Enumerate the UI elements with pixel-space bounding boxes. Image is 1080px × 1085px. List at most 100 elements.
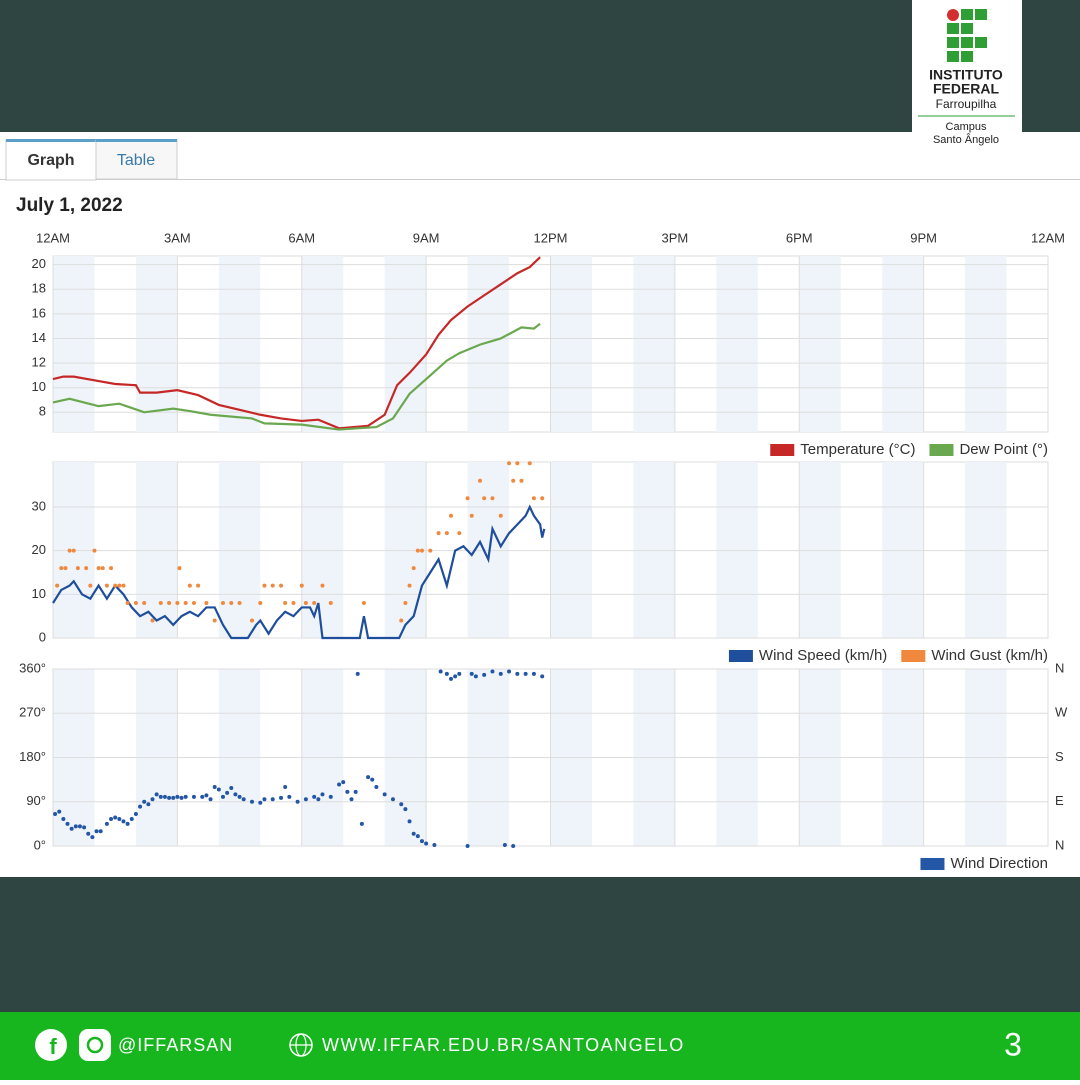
hour-band [965,462,1007,638]
data-point [233,792,238,797]
plot [52,668,1049,847]
hour-band [384,462,427,638]
logo-square [947,51,959,62]
tab-label[interactable]: Graph [27,152,74,169]
data-point [407,819,412,824]
data-point [515,461,520,466]
series-line [52,256,541,430]
data-point [75,566,80,571]
data-point [92,548,97,553]
data-point [104,583,109,588]
data-point [498,671,503,676]
y-tick-label: 180° [19,749,46,764]
data-point [444,671,449,676]
data-point [403,807,408,812]
data-point [187,583,192,588]
data-point [183,794,188,799]
y-tick-label: 10 [32,586,46,601]
data-point [146,802,151,807]
logo-dot [947,9,959,21]
y-tick-label: 14 [32,330,46,345]
instagram-icon[interactable] [79,1029,111,1061]
data-point [279,583,284,588]
data-point [438,669,443,674]
hour-band [633,462,675,638]
tab-active[interactable] [5,139,97,181]
facebook-icon[interactable] [35,1029,67,1061]
legend-swatch [901,650,926,662]
logo-square [975,37,987,48]
data-point [355,671,360,676]
hour-band [633,256,675,432]
data-point [77,824,82,829]
data-point [283,601,288,606]
data-point [457,531,462,536]
data-point [133,601,138,606]
data-point [150,618,155,623]
tab-accent [96,139,177,142]
data-point [262,797,267,802]
y-tick-label: 18 [32,281,46,296]
logo-text: Campus [946,121,987,133]
data-point [53,812,58,817]
hour-band [384,256,427,432]
hour-band [550,256,592,432]
logo-square [975,9,987,20]
data-point [55,583,60,588]
data-point [328,601,333,606]
y-tick-label: 360° [19,660,46,675]
y-tick-label: 0 [39,629,46,644]
x-tick-label: 9AM [413,230,440,245]
y-tick-label: 16 [32,305,46,320]
hour-band [965,256,1007,432]
data-point [63,566,68,571]
y-tick-label: 90° [26,793,46,808]
data-point [469,671,474,676]
y2-tick-label: W [1055,705,1068,720]
hour-band [53,256,95,432]
data-point [419,548,424,553]
data-point [511,478,516,483]
data-point [328,794,333,799]
logo-text: FEDERAL [933,81,1000,97]
tab-label[interactable]: Table [117,152,155,169]
data-point [67,548,72,553]
data-point [411,831,416,836]
data-point [109,816,114,821]
data-point [113,815,118,820]
hour-band [550,462,592,638]
data-point [104,821,109,826]
data-point [98,829,103,834]
footer: f @IFFARSAN WWW.IFFAR.EDU.BR/SANTOANGELO… [35,1026,1022,1062]
data-point [158,601,163,606]
hour-band [716,462,758,638]
data-point [113,583,118,588]
logo-square [961,23,973,34]
data-point [133,812,138,817]
data-point [449,676,453,681]
logo-square [961,9,973,20]
data-point [502,843,507,848]
data-point [90,835,95,840]
date-title: July 1, 2022 [16,195,123,216]
data-point [465,844,470,848]
data-point [270,583,275,588]
data-point [94,829,99,834]
data-point [229,601,234,606]
data-point [390,797,395,802]
tab[interactable] [95,139,178,180]
data-point [303,797,308,802]
data-point [449,513,453,518]
x-tick-label: 12AM [36,230,70,245]
data-point [220,601,225,606]
hour-band [135,256,178,432]
y-tick-label: 10 [32,379,46,394]
data-point [100,566,105,571]
y-tick-label: 0° [34,837,46,852]
logo-text: Santo Ângelo [933,133,999,146]
data-point [540,496,545,501]
data-point [478,478,483,483]
data-point [237,794,242,799]
data-point [303,601,308,606]
data-point [415,834,420,839]
